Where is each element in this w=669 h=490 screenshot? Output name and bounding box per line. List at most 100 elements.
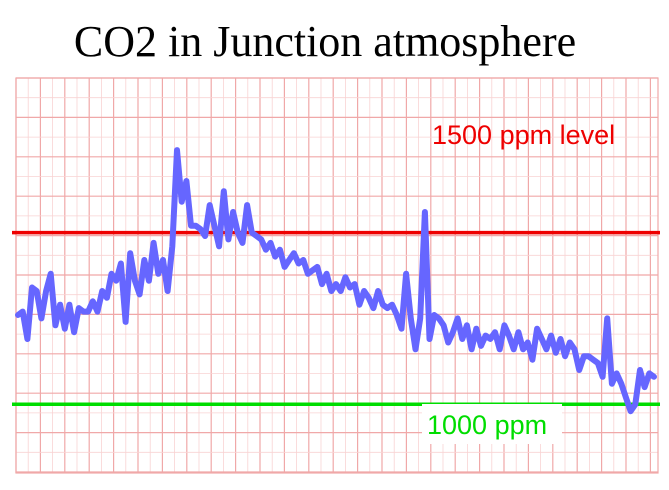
data-point [484, 334, 487, 337]
data-point [49, 272, 52, 275]
data-point [157, 272, 160, 275]
data-point [30, 286, 34, 289]
data-point [601, 375, 604, 379]
data-point [577, 368, 581, 372]
data-point [185, 179, 188, 183]
data-point [400, 327, 403, 330]
data-point [236, 231, 239, 234]
data-point [442, 324, 445, 327]
data-point [535, 327, 539, 330]
data-point [171, 245, 174, 248]
data-point [433, 313, 436, 317]
data-point [63, 327, 66, 330]
data-point [77, 306, 80, 310]
data-point [456, 317, 459, 320]
data-point [386, 306, 389, 310]
data-point [563, 355, 567, 358]
data-point [180, 200, 183, 203]
data-point [129, 251, 132, 255]
data-point [517, 330, 520, 334]
data-point [203, 234, 207, 238]
ref-label-1000: 1000 ppm [427, 410, 547, 440]
data-point [587, 355, 590, 358]
data-point [288, 258, 291, 262]
data-point [274, 255, 277, 258]
data-point [54, 324, 57, 327]
data-point [390, 303, 394, 306]
data-point [376, 289, 380, 293]
ref-label-1500: 1500 ppm level [432, 120, 615, 150]
data-point [512, 348, 515, 351]
data-point [404, 272, 408, 275]
data-point [629, 409, 632, 413]
data-point [82, 310, 85, 313]
data-point [531, 358, 534, 361]
data-point [110, 272, 113, 275]
data-point [222, 190, 225, 193]
data-point [138, 293, 141, 296]
data-point [330, 289, 333, 293]
data-point [292, 251, 296, 255]
data-point [124, 320, 127, 324]
data-point [255, 234, 258, 238]
data-point [358, 303, 361, 306]
data-point [100, 289, 104, 293]
data-point [348, 286, 352, 289]
data-point [428, 337, 431, 341]
data-point [320, 282, 324, 286]
data-point [479, 344, 483, 348]
data-point [334, 282, 338, 286]
data-point [16, 313, 20, 317]
data-point [606, 317, 609, 320]
data-point [119, 262, 123, 265]
data-point [194, 224, 197, 227]
data-point [40, 317, 43, 320]
data-point [554, 351, 557, 354]
data-point [498, 348, 501, 351]
data-point [72, 330, 76, 334]
data-point [217, 245, 221, 248]
data-point [372, 306, 375, 310]
data-point [35, 289, 38, 293]
data-point [26, 337, 29, 341]
data-point [199, 227, 202, 231]
data-point [143, 258, 146, 262]
data-point [592, 358, 595, 361]
data-point [208, 203, 211, 207]
data-point [395, 313, 398, 317]
data-point [461, 337, 464, 341]
data-point [269, 241, 272, 245]
data-point [503, 324, 506, 327]
data-point [540, 337, 543, 341]
data-point [105, 296, 109, 300]
data-point [175, 148, 179, 152]
data-point [115, 279, 118, 282]
data-point [166, 289, 169, 293]
data-point [58, 303, 62, 306]
data-point [96, 310, 99, 313]
data-point [325, 272, 328, 275]
data-point [264, 248, 268, 251]
data-point [297, 262, 300, 265]
data-point [521, 348, 525, 351]
data-point [638, 368, 642, 372]
data-point [283, 265, 286, 269]
data-point [381, 303, 384, 306]
data-point [147, 279, 151, 282]
data-point [409, 317, 413, 320]
data-point [652, 375, 656, 379]
data-point [418, 317, 422, 320]
data-point [231, 210, 235, 214]
data-point [362, 289, 366, 293]
data-point [278, 248, 282, 251]
data-point [582, 355, 586, 358]
data-point [610, 382, 614, 385]
data-point [615, 372, 618, 375]
data-point [634, 403, 637, 406]
data-point [316, 265, 319, 269]
data-point [241, 241, 244, 245]
data-point [489, 337, 492, 341]
data-point [250, 231, 254, 234]
data-point [161, 258, 165, 262]
